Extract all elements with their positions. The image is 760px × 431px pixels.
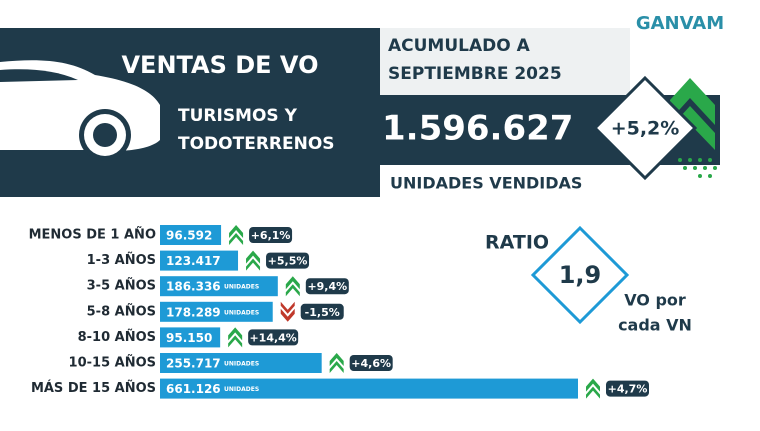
category-label: 1-3 AÑOS xyxy=(87,252,156,268)
change-arrow xyxy=(586,378,600,399)
unit-label: UNIDADES xyxy=(224,386,259,393)
bar xyxy=(160,327,221,348)
dot xyxy=(708,158,712,162)
ratio-diamond xyxy=(530,225,630,325)
change-label: +14,4% xyxy=(249,331,296,344)
dot xyxy=(708,174,712,178)
car-rim xyxy=(93,123,117,147)
change-badge xyxy=(349,355,393,371)
change-badge xyxy=(248,329,299,346)
period-panel xyxy=(380,28,630,95)
change-badge xyxy=(305,278,349,295)
change-arrow xyxy=(329,353,344,373)
dot xyxy=(688,158,692,162)
ratio-value: 1,9 xyxy=(559,261,602,289)
change-arrow xyxy=(229,225,244,245)
value-label: 123.417 xyxy=(166,254,221,268)
dot xyxy=(678,158,682,162)
chevron xyxy=(670,78,715,125)
dot xyxy=(713,166,717,170)
change-label: +9,4% xyxy=(307,280,347,293)
bar xyxy=(160,225,222,245)
category-label: 10-15 AÑOS xyxy=(69,355,156,371)
category-label: 3-5 AÑOS xyxy=(87,278,156,294)
value-label: 178.289 xyxy=(166,305,221,319)
category-label: MENOS DE 1 AÑO xyxy=(29,227,156,243)
bar xyxy=(160,250,239,271)
dot xyxy=(698,174,702,178)
value-label: 95.150 xyxy=(166,331,212,345)
category-label: MÁS DE 15 AÑOS xyxy=(31,380,156,396)
value-label: 186.336 xyxy=(166,280,221,294)
change-arrow xyxy=(246,250,261,271)
period-line: ACUMULADO A xyxy=(388,36,531,56)
segment-line: TODOTERRENOS xyxy=(178,134,335,154)
dot xyxy=(693,166,697,170)
value-label: 96.592 xyxy=(166,229,212,243)
bar xyxy=(160,301,273,322)
change-label: +5,5% xyxy=(268,255,308,268)
change-arrow xyxy=(285,276,300,297)
ratio-caption: cada VN xyxy=(618,316,692,335)
unit-label: UNIDADES xyxy=(224,284,259,291)
bar-chart: MENOS DE 1 AÑO 96.592 +6,1% 1-3 AÑOS 123.417… xyxy=(29,225,649,399)
logo: GANVAM xyxy=(636,13,724,34)
change-badge xyxy=(249,227,293,243)
category-label: 8-10 AÑOS xyxy=(78,329,156,345)
unit-label: UNIDADES xyxy=(224,361,259,368)
car-icon xyxy=(0,60,160,161)
unit-label: UNIDADES xyxy=(224,309,259,316)
total-units: 1.596.627 xyxy=(382,109,573,149)
dots xyxy=(678,158,717,178)
change-label: +4,7% xyxy=(608,383,648,396)
dot xyxy=(698,158,702,162)
ratio-title: RATIO xyxy=(485,232,549,254)
change-label: +4,6% xyxy=(351,357,391,370)
change-label: +6,1% xyxy=(251,229,291,242)
header-title: VENTAS DE VO xyxy=(121,51,318,79)
change-label: -1,5% xyxy=(305,306,340,319)
value-label: 661.126 xyxy=(166,382,221,396)
bar xyxy=(160,353,322,373)
car-window xyxy=(0,69,78,82)
change-badge xyxy=(606,380,649,397)
ratio-caption: VO por xyxy=(624,291,686,310)
dot xyxy=(683,166,687,170)
growth-value: +5,2% xyxy=(611,118,680,140)
change-arrow xyxy=(280,301,295,322)
dot xyxy=(703,166,707,170)
total-caption: UNIDADES VENDIDAS xyxy=(390,174,582,193)
growth-diamond xyxy=(592,75,698,181)
change-badge xyxy=(300,303,344,320)
bar xyxy=(160,378,578,399)
change-arrow xyxy=(228,327,243,348)
bar xyxy=(160,276,278,297)
change-badge xyxy=(266,252,310,269)
header-band xyxy=(0,28,720,197)
value-label: 255.717 xyxy=(166,357,221,371)
segment-line: TURISMOS Y xyxy=(178,106,298,126)
period-line: SEPTIEMBRE 2025 xyxy=(388,64,562,84)
category-label: 5-8 AÑOS xyxy=(87,303,156,319)
